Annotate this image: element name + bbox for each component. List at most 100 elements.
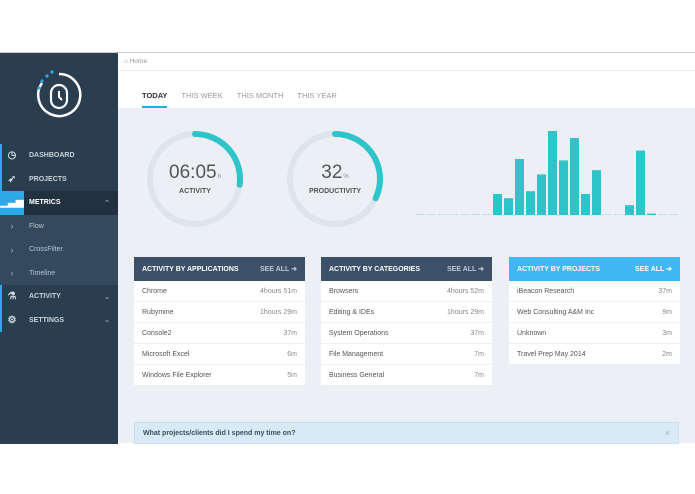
item-name: iBeacon Research [517, 287, 575, 295]
bar [658, 214, 667, 215]
chevron-right-icon: › [10, 244, 14, 255]
breadcrumb: ⌂ Home [118, 53, 695, 71]
close-icon[interactable]: × [664, 428, 670, 438]
list-item[interactable]: File Management 7m [321, 344, 492, 365]
chevron-down-icon: ⌄ [104, 293, 110, 301]
activity-ring [147, 131, 243, 227]
item-name: Browsers [329, 287, 359, 295]
tab-today[interactable]: TODAY [142, 91, 168, 108]
list-item[interactable]: Chrome 4hours 51m [134, 281, 305, 302]
list-item[interactable]: Editing & IDEs 1hours 29m [321, 302, 492, 323]
productivity-label: PRODUCTIVITY [308, 188, 362, 195]
list-item[interactable]: System Operations 37m [321, 323, 492, 344]
bar [471, 214, 480, 215]
hourly-activity-chart [416, 131, 678, 215]
item-time: 7m [474, 371, 484, 379]
tab-this-week[interactable]: THIS WEEK [181, 91, 223, 100]
tab-this-year[interactable]: THIS YEAR [297, 91, 337, 100]
chevron-down-icon: ⌄ [104, 317, 110, 325]
item-name: Windows File Explorer [142, 371, 212, 379]
panel-title: ACTIVITY BY PROJECTS [517, 265, 600, 273]
panel-projects: ACTIVITY BY PROJECTS SEE ALL ➜ iBeacon Re… [509, 257, 680, 365]
bar [537, 174, 546, 215]
item-time: 37m [283, 329, 297, 337]
list-item[interactable]: Microsoft Excel 6m [134, 344, 305, 365]
item-name: Console2 [142, 329, 172, 337]
sidebar-item-settings[interactable]: ⚙ SETTINGS ⌄ [0, 308, 118, 333]
item-name: Unknown [517, 329, 547, 337]
bar [592, 170, 601, 215]
chevron-right-icon: › [10, 221, 14, 232]
breadcrumb-home[interactable]: Home [129, 58, 148, 65]
bar [548, 131, 557, 215]
productivity-gauge: 32% PRODUCTIVITY [283, 127, 387, 231]
sidebar: ◷ DASHBOARD ➶ PROJECTS ▁▃▅ METRICS ⌃ › Flow ›… [0, 53, 118, 444]
bar [581, 194, 590, 215]
list-item[interactable]: Rubymine 1hours 29m [134, 302, 305, 323]
sidebar-item-metrics[interactable]: ▁▃▅ METRICS ⌃ [0, 191, 118, 215]
productivity-ring [287, 131, 383, 227]
item-time: 4hours 52m [447, 287, 484, 295]
item-time: 37m [470, 329, 484, 337]
list-item[interactable]: Business General 7m [321, 365, 492, 386]
item-name: Rubymine [142, 308, 174, 316]
item-name: File Management [329, 350, 384, 358]
item-time: 7m [474, 350, 484, 358]
item-name: Editing & IDEs [329, 308, 375, 316]
tab-this-month[interactable]: THIS MONTH [236, 91, 284, 100]
bar [647, 213, 656, 215]
sidebar-item-crossfilter[interactable]: › CrossFilter [0, 238, 118, 262]
bar [493, 194, 502, 215]
sidebar-item-projects[interactable]: ➶ PROJECTS [0, 167, 118, 192]
rocket-icon: ➶ [7, 173, 17, 185]
bar [614, 214, 623, 215]
list-item[interactable]: iBeacon Research 37m [509, 281, 680, 302]
see-all-link[interactable]: SEE ALL ➜ [447, 266, 484, 273]
bar [559, 160, 568, 215]
chevron-up-icon: ⌃ [104, 199, 110, 207]
item-time: 2m [662, 350, 672, 358]
sidebar-item-dashboard[interactable]: ◷ DASHBOARD [0, 144, 118, 168]
main-content: ⌂ Home TODAY THIS WEEK THIS MONTH THIS Y… [118, 53, 695, 444]
home-icon: ⌂ [124, 58, 130, 65]
item-name: Travel Prep May 2014 [517, 350, 586, 358]
signal-icon: ▁▃▅ [0, 191, 24, 215]
logo-icon [37, 70, 82, 118]
sidebar-item-activity[interactable]: ⚗ ACTIVITY ⌄ [0, 285, 118, 309]
sidebar-nav: ◷ DASHBOARD ➶ PROJECTS ▁▃▅ METRICS ⌃ › Flow ›… [0, 144, 118, 332]
bar [449, 214, 458, 215]
list-item[interactable]: Browsers 4hours 52m [321, 281, 492, 302]
see-all-link[interactable]: SEE ALL ➜ [635, 266, 672, 273]
bar [427, 214, 436, 215]
clock-icon: ◷ [7, 150, 17, 162]
sidebar-item-timeline[interactable]: › Timeline [0, 261, 118, 285]
item-name: Web Consulting A&M Inc [517, 308, 595, 316]
panel-title: ACTIVITY BY APPLICATIONS [142, 265, 239, 273]
panel-categories: ACTIVITY BY CATEGORIES SEE ALL ➜ Browsers… [321, 257, 492, 386]
bar [669, 214, 678, 215]
see-all-link[interactable]: SEE ALL ➜ [260, 266, 297, 273]
list-item[interactable]: Unknown 3m [509, 323, 680, 344]
list-item[interactable]: Windows File Explorer 5m [134, 365, 305, 386]
item-name: System Operations [329, 329, 389, 337]
bar [438, 214, 447, 215]
bar [416, 214, 425, 215]
bar [460, 214, 469, 215]
activity-label: ACTIVITY [179, 188, 211, 195]
list-item[interactable]: Travel Prep May 2014 2m [509, 344, 680, 365]
list-item[interactable]: Console2 37m [134, 323, 305, 344]
item-name: Chrome [142, 287, 167, 295]
list-item[interactable]: Web Consulting A&M Inc 9m [509, 302, 680, 323]
item-time: 5m [287, 371, 297, 379]
bar [482, 214, 491, 215]
item-time: 1hours 29m [447, 308, 484, 316]
activity-gauge: 06:05h ACTIVITY [143, 127, 247, 231]
item-time: 4hours 51m [260, 287, 297, 295]
item-time: 3m [662, 329, 672, 337]
sidebar-item-flow[interactable]: › Flow [0, 214, 118, 238]
question-banner: What projects/clients did I spend my tim… [134, 422, 679, 444]
gear-icon: ⚙ [7, 314, 17, 326]
bar [625, 205, 634, 215]
item-name: Microsoft Excel [142, 350, 190, 358]
item-name: Business General [329, 371, 385, 379]
